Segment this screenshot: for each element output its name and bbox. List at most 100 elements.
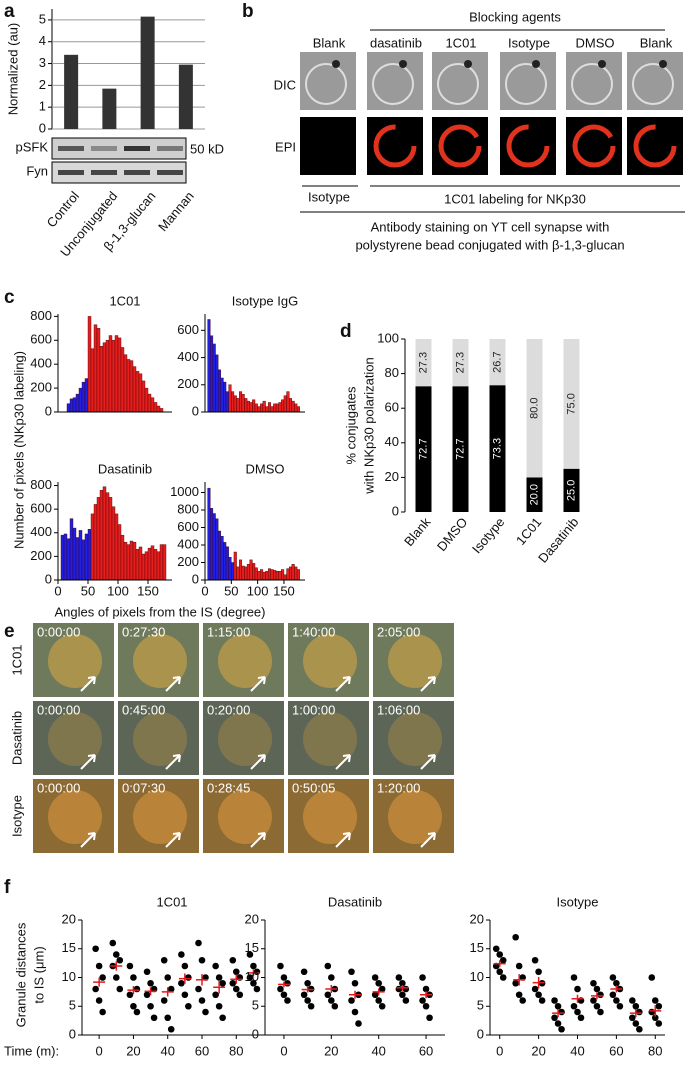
dot	[593, 985, 601, 993]
dot	[554, 1002, 562, 1010]
hist-bar	[159, 408, 164, 413]
dot	[629, 1014, 636, 1022]
hist-bar	[217, 369, 221, 413]
hist-bar	[252, 399, 256, 413]
hist-bar	[75, 393, 80, 413]
hist-bar	[217, 530, 221, 581]
dot	[212, 962, 219, 970]
blot-band	[58, 170, 84, 175]
hist-bar	[220, 536, 224, 581]
hist-bar	[72, 397, 77, 413]
dot	[246, 974, 254, 981]
cell	[388, 790, 442, 844]
chart-title: Isotype	[557, 894, 599, 909]
label: Angles of pixels from the IS (degree)	[55, 604, 266, 619]
label: Dasatinib	[9, 711, 24, 765]
hist-bar	[260, 403, 264, 413]
hist-bar	[126, 544, 131, 581]
dot	[551, 997, 558, 1004]
dot	[219, 1014, 226, 1022]
dot	[558, 1008, 565, 1016]
arrow	[165, 832, 181, 848]
stain	[572, 124, 616, 168]
dic-image	[432, 52, 488, 110]
cell	[133, 634, 187, 688]
dot	[609, 991, 617, 999]
y-tick-label: 5	[252, 998, 259, 1013]
y-tick-label: 60	[385, 400, 399, 415]
label: polystyrene bead conjugated with β-1,3-g…	[355, 237, 624, 252]
dot	[651, 1014, 659, 1022]
label: 1:00:00	[292, 702, 335, 717]
dot	[109, 939, 117, 947]
dot	[492, 945, 500, 953]
cell	[218, 712, 272, 766]
value-label: 73.3	[491, 438, 503, 459]
hist-bar	[283, 574, 287, 581]
dot	[499, 956, 507, 964]
blot-strip	[51, 161, 187, 184]
dot	[402, 997, 410, 1004]
dot	[351, 979, 359, 987]
cell	[133, 790, 187, 844]
hist-bar	[93, 504, 98, 581]
hist-bar	[96, 328, 101, 413]
hist-bar	[246, 564, 250, 581]
x-tick-label: 60	[609, 1043, 623, 1058]
hist-bar	[262, 400, 266, 413]
dot	[219, 979, 226, 987]
hist-bar	[291, 564, 295, 581]
blot-band	[91, 170, 117, 175]
dot	[519, 997, 526, 1004]
blot-band	[91, 146, 117, 151]
hist-bar	[81, 381, 86, 413]
hist-bar	[244, 398, 248, 413]
hist-bar	[147, 393, 152, 413]
chart-title: Dasatinib	[328, 894, 382, 909]
dot	[531, 956, 539, 964]
hist-bar	[108, 497, 113, 581]
cell	[303, 634, 357, 688]
cell	[218, 790, 272, 844]
cell	[303, 712, 357, 766]
hist-bar	[117, 524, 122, 581]
dot	[590, 997, 597, 1004]
hist-bar	[273, 570, 277, 581]
hist-bar	[144, 551, 149, 581]
dot	[609, 974, 617, 981]
hist-bar	[75, 537, 80, 581]
bar-segment	[452, 339, 469, 387]
hist-bar	[252, 563, 256, 581]
dot	[499, 974, 507, 981]
hist-bar	[102, 486, 107, 581]
bead	[399, 60, 407, 68]
dot	[116, 956, 124, 964]
hist-bar	[66, 538, 71, 581]
hist-bar	[275, 403, 279, 413]
y-tick-label: 15	[245, 940, 259, 955]
panel-letter: b	[242, 1, 254, 22]
chart-title: 1C01	[109, 293, 140, 308]
label: 1C01	[445, 35, 476, 50]
y-tick-label: 600	[30, 501, 52, 516]
bar	[102, 88, 117, 129]
dot	[422, 985, 430, 993]
hist-bar	[265, 571, 269, 581]
y-tick-label: 0	[192, 403, 199, 418]
dot	[512, 979, 519, 987]
x-tick-label: 20	[324, 1043, 338, 1058]
x-tick-label: Isotype	[469, 514, 507, 556]
hist-bar	[123, 354, 128, 413]
hist-bar	[123, 542, 128, 581]
x-tick-label: 20	[531, 1043, 545, 1058]
dot	[551, 1014, 558, 1022]
label: 1C01 labeling for NKp30	[444, 191, 586, 206]
y-tick-label: 0	[477, 1026, 484, 1041]
y-tick-label: 0	[39, 120, 46, 135]
dot	[150, 1014, 158, 1022]
dot	[229, 979, 237, 987]
dot	[577, 1014, 585, 1022]
dic-image	[500, 52, 556, 110]
hist-bar	[162, 544, 167, 581]
hist-bar	[257, 571, 261, 581]
